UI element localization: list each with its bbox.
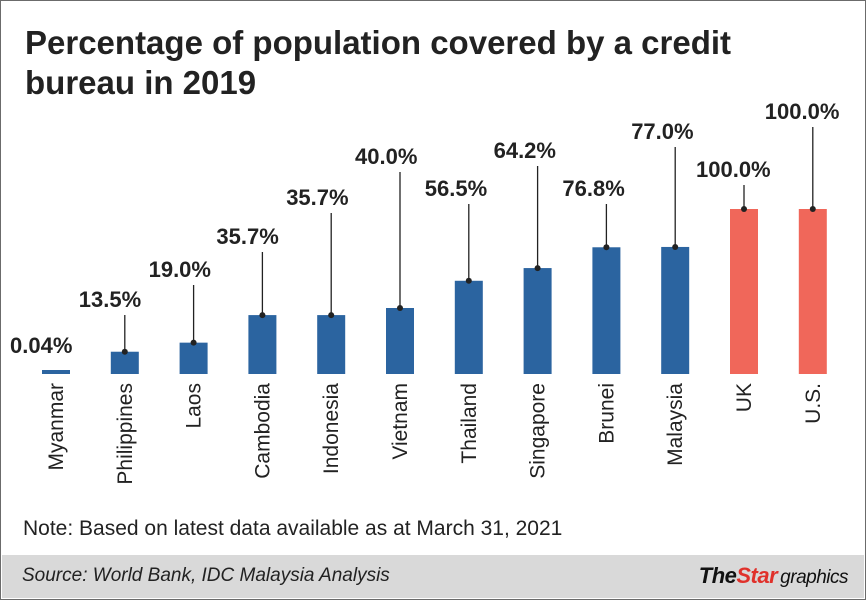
bar-uk bbox=[730, 209, 758, 374]
brand-graphics: graphics bbox=[780, 567, 848, 588]
data-label-vietnam: 40.0% bbox=[355, 144, 417, 169]
bar-malaysia bbox=[661, 246, 690, 374]
bar-myanmar bbox=[42, 370, 70, 374]
leader-dot-vietnam bbox=[397, 305, 403, 311]
bar-cambodia bbox=[248, 315, 277, 374]
leader-dot-u-s bbox=[809, 206, 816, 212]
category-label-uk: UK bbox=[733, 383, 756, 412]
leader-dot-malaysia bbox=[672, 243, 679, 250]
bar-brunei bbox=[592, 247, 621, 374]
data-label-malaysia: 77.0% bbox=[631, 119, 693, 144]
category-label-myanmar: Myanmar bbox=[45, 383, 68, 471]
bar-singapore bbox=[523, 268, 552, 374]
bar-thailand bbox=[454, 280, 483, 374]
bar-vietnam bbox=[386, 308, 414, 374]
data-label-brunei: 76.8% bbox=[562, 176, 624, 201]
chart-title: Percentage of population covered by a cr… bbox=[25, 24, 732, 101]
data-label-cambodia: 35.7% bbox=[216, 224, 278, 249]
brand-star: Star bbox=[736, 563, 778, 588]
category-label-cambodia: Cambodia bbox=[251, 383, 274, 479]
category-label-brunei: Brunei bbox=[595, 383, 618, 444]
leader-dot-uk bbox=[741, 206, 747, 212]
category-label-u-s: U.S. bbox=[802, 383, 825, 424]
leader-dot-laos bbox=[190, 339, 197, 346]
category-label-philippines: Philippines bbox=[114, 383, 137, 485]
chart-note: Note: Based on latest data available as … bbox=[23, 517, 563, 540]
bar-u-s bbox=[798, 209, 827, 374]
data-label-thailand: 56.5% bbox=[425, 176, 487, 201]
category-label-malaysia: Malaysia bbox=[664, 383, 687, 466]
bar-philippines bbox=[110, 351, 139, 374]
category-label-laos: Laos bbox=[183, 383, 206, 429]
footer-bar: Source: World Bank, IDC Malaysia Analysi… bbox=[2, 555, 864, 598]
data-label-laos: 19.0% bbox=[149, 257, 211, 282]
bar-chart: 0.04% Myanmar 13.5% Philippines 19.0% Laos 35.… bbox=[10, 99, 840, 485]
brand-the: The bbox=[698, 563, 737, 588]
data-label-singapore: 64.2% bbox=[494, 138, 556, 163]
category-label-vietnam: Vietnam bbox=[389, 383, 412, 460]
source-text: Source: World Bank, IDC Malaysia Analysi… bbox=[22, 565, 390, 586]
data-label-u-s: 100.0% bbox=[765, 99, 840, 124]
leader-dot-philippines bbox=[121, 348, 128, 355]
data-label-myanmar: 0.04% bbox=[10, 333, 72, 358]
leader-dot-indonesia bbox=[328, 312, 335, 319]
data-label-uk: 100.0% bbox=[696, 157, 771, 182]
category-label-thailand: Thailand bbox=[458, 383, 481, 464]
data-label-philippines: 13.5% bbox=[79, 287, 141, 312]
category-label-indonesia: Indonesia bbox=[320, 383, 343, 474]
leader-dot-thailand bbox=[465, 277, 472, 284]
bar-indonesia bbox=[317, 315, 346, 374]
leader-dot-singapore bbox=[534, 265, 541, 272]
data-label-indonesia: 35.7% bbox=[286, 185, 348, 210]
leader-dot-brunei bbox=[603, 244, 610, 251]
bar-laos bbox=[179, 342, 208, 374]
category-label-singapore: Singapore bbox=[527, 383, 550, 479]
brand-logo: TheStar graphics bbox=[698, 563, 849, 589]
leader-dot-cambodia bbox=[259, 312, 266, 319]
